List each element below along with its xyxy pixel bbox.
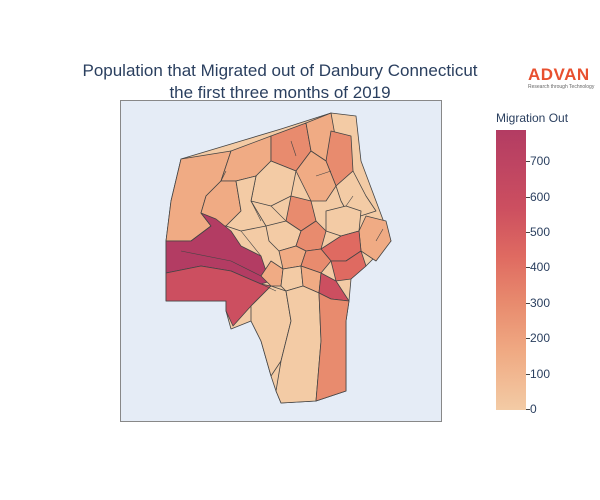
colorbar-tick-700: 700 [525, 154, 551, 168]
colorbar-tick-0: 0 [526, 402, 537, 416]
tract-central-2 [225, 175, 267, 232]
colorbar-tick-600: 600 [525, 190, 551, 204]
tract-south-east [315, 292, 350, 402]
tract-city-7 [260, 260, 284, 287]
colorbar-tick-500: 500 [525, 225, 551, 239]
colorbar-tick-400: 400 [525, 260, 551, 274]
choropleth-map[interactable] [121, 101, 441, 421]
map-title: Population that Migrated out of Danbury … [30, 60, 530, 104]
map-plot-area[interactable] [120, 100, 442, 422]
tract-south-central [275, 285, 322, 404]
colorbar-tick-100: 100 [525, 367, 551, 381]
map-title-line-1: Population that Migrated out of Danbury … [82, 61, 478, 80]
colorbar-tick-200: 200 [525, 331, 551, 345]
tract-city-5 [300, 248, 332, 274]
colorbar-title: Migration Out [496, 111, 569, 125]
tract-boundary-detail [180, 140, 384, 292]
advan-logo: ADVAN Research through Technology [528, 66, 598, 91]
brand-tagline: Research through Technology [528, 84, 595, 90]
colorbar [496, 130, 526, 410]
brand-name: ADVAN [528, 65, 590, 84]
colorbar-tick-300: 300 [525, 296, 551, 310]
map-title-line-2: the first three months of 2019 [169, 83, 391, 102]
